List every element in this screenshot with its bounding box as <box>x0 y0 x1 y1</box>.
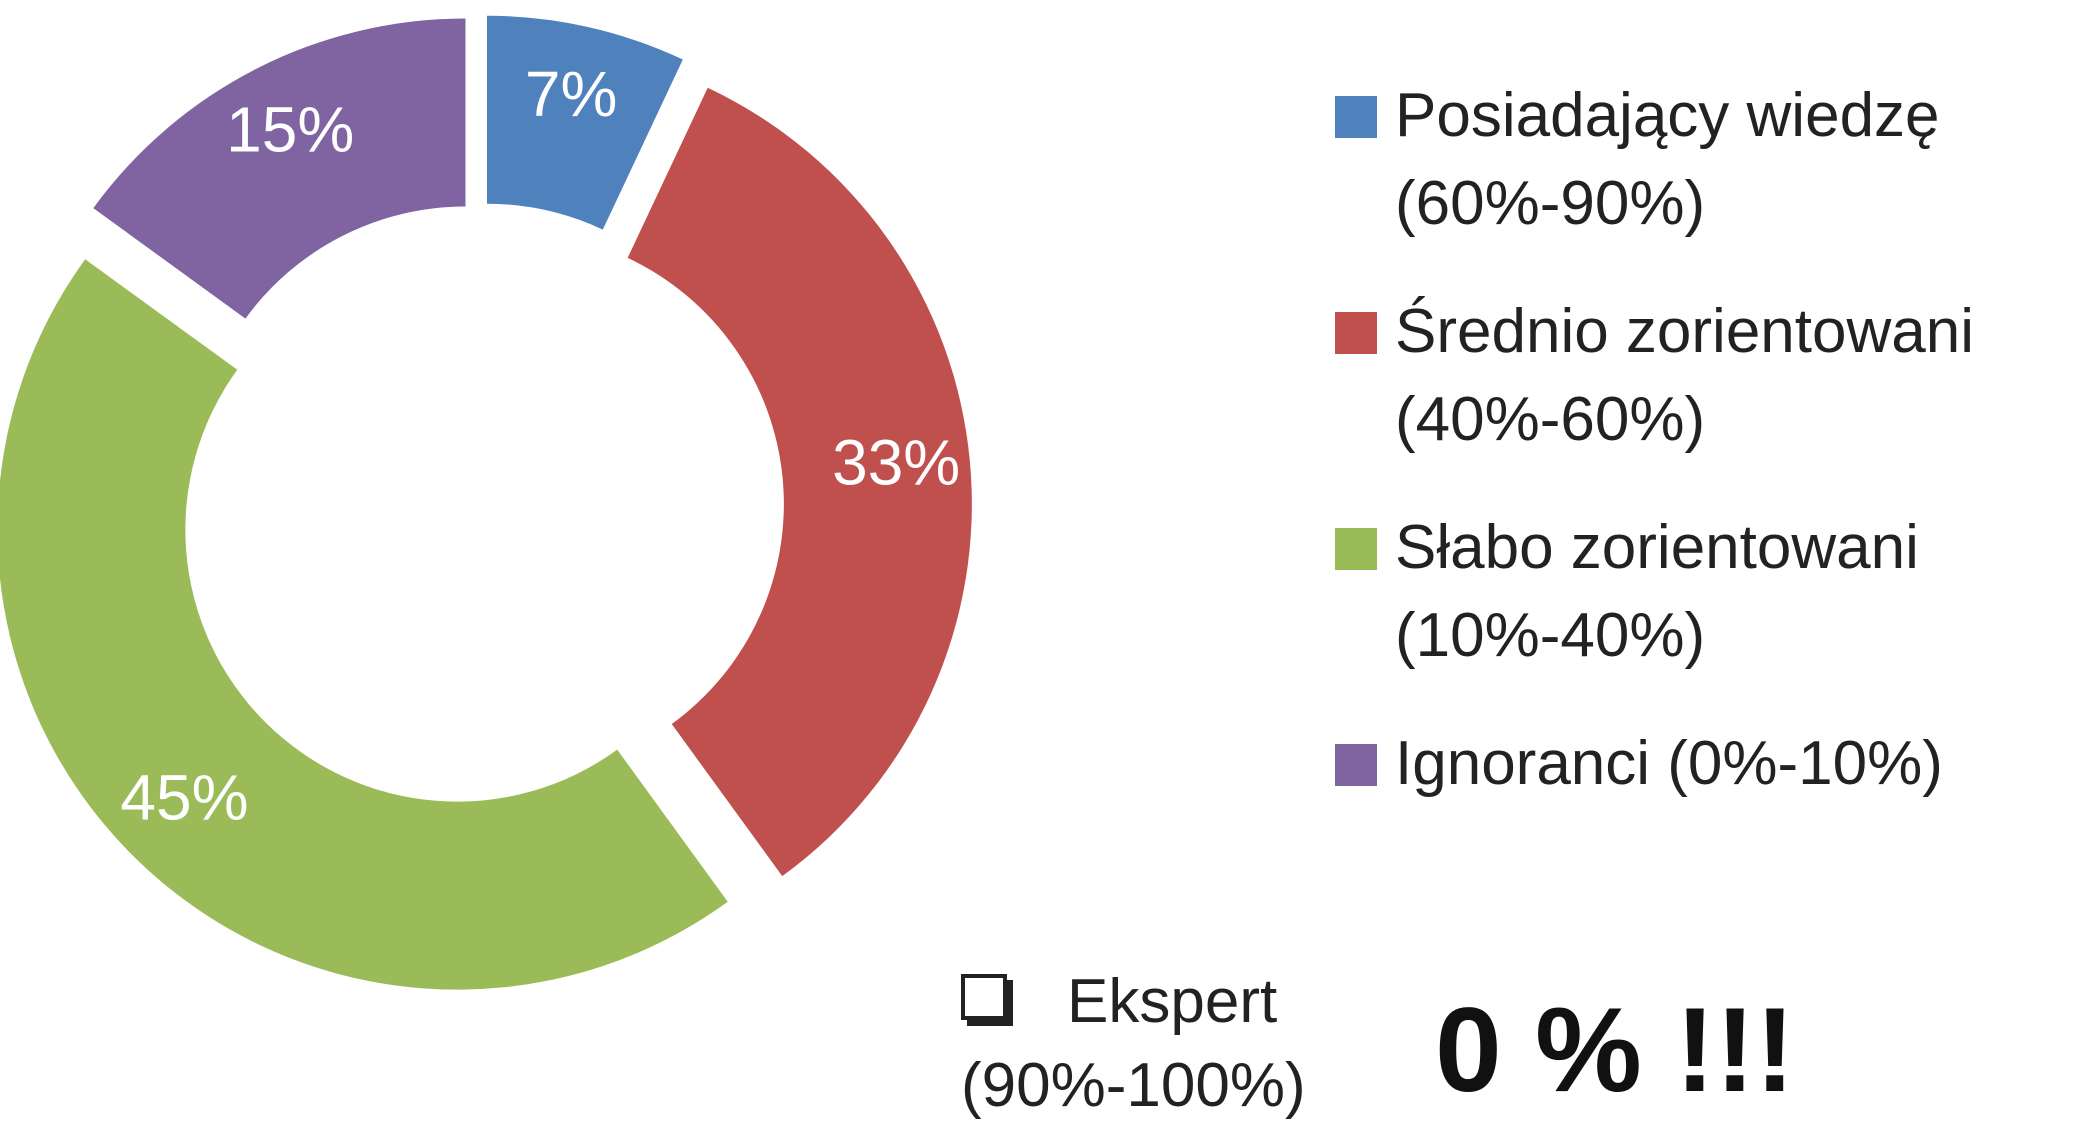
donut-segment <box>93 18 466 319</box>
note-label: Ekspert (90%-100%) <box>961 967 1306 1120</box>
legend-entry: Posiadający wiedzę (60%-90%) <box>1335 72 2085 248</box>
data-label: 15% <box>226 93 354 165</box>
legend-swatch <box>1335 96 1377 138</box>
data-label: 7% <box>525 58 618 130</box>
legend-swatch <box>1335 744 1377 786</box>
legend-label: Średnio zorientowani (40%-60%) <box>1395 297 1975 454</box>
legend-label: Słabo zorientowani (10%-40%) <box>1395 513 1919 670</box>
legend-entry: Ignoranci (0%-10%) <box>1335 720 2085 808</box>
donut-segment <box>627 87 972 877</box>
note: Ekspert (90%-100%) <box>961 960 1361 1128</box>
legend-label: Ignoranci (0%-10%) <box>1395 729 1943 798</box>
data-label: 33% <box>832 427 960 499</box>
donut-segment <box>0 259 728 990</box>
legend: Posiadający wiedzę (60%-90%) Średnio zori… <box>1335 72 2085 808</box>
legend-label: Posiadający wiedzę (60%-90%) <box>1395 81 1940 238</box>
legend-swatch <box>1335 528 1377 570</box>
donut-segment <box>486 15 683 230</box>
chart: 7% 33% 45% 15% <box>0 15 972 990</box>
legend-swatch <box>1335 312 1377 354</box>
checkbox-icon <box>961 974 1007 1020</box>
legend-entry: Średnio zorientowani (40%-60%) <box>1335 288 2085 464</box>
data-label: 45% <box>120 761 248 833</box>
note-value: 0 % !!! <box>1435 983 1795 1117</box>
legend-entry: Słabo zorientowani (10%-40%) <box>1335 504 2085 680</box>
